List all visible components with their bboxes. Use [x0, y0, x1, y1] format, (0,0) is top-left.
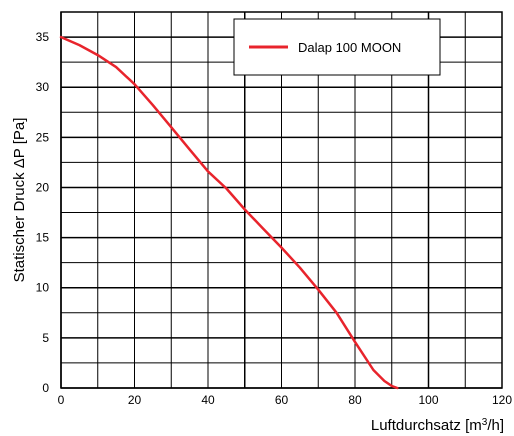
plot-frame [60, 11, 503, 389]
x-tick-label: 0 [58, 393, 65, 407]
y-tick-label: 35 [36, 30, 50, 44]
x-tick-label: 80 [348, 393, 362, 407]
legend-label: Dalap 100 MOON [298, 40, 401, 55]
y-tick-label: 0 [42, 381, 49, 395]
y-tick-label: 20 [36, 180, 50, 194]
x-tick-label: 20 [128, 393, 142, 407]
y-tick-labels: 0 5 10 15 20 25 30 35 [36, 30, 50, 395]
y-tick-label: 15 [36, 231, 50, 245]
x-tick-label: 100 [418, 393, 438, 407]
legend: Dalap 100 MOON [233, 18, 441, 76]
x-tick-labels: 0 20 40 60 80 100 120 [58, 393, 513, 407]
y-tick-label: 30 [36, 80, 50, 94]
x-tick-label: 120 [492, 393, 512, 407]
x-tick-label: 60 [275, 393, 289, 407]
x-axis-title: Luftdurchsatz [m3/h] [371, 417, 504, 434]
y-tick-label: 5 [42, 331, 49, 345]
series-layer [59, 35, 399, 390]
y-axis-title: Statischer Druck ΔP [Pa] [11, 118, 28, 283]
y-tick-label: 25 [36, 130, 50, 144]
series-line [59, 35, 399, 390]
x-tick-label: 40 [201, 393, 215, 407]
y-tick-label: 10 [36, 281, 50, 295]
